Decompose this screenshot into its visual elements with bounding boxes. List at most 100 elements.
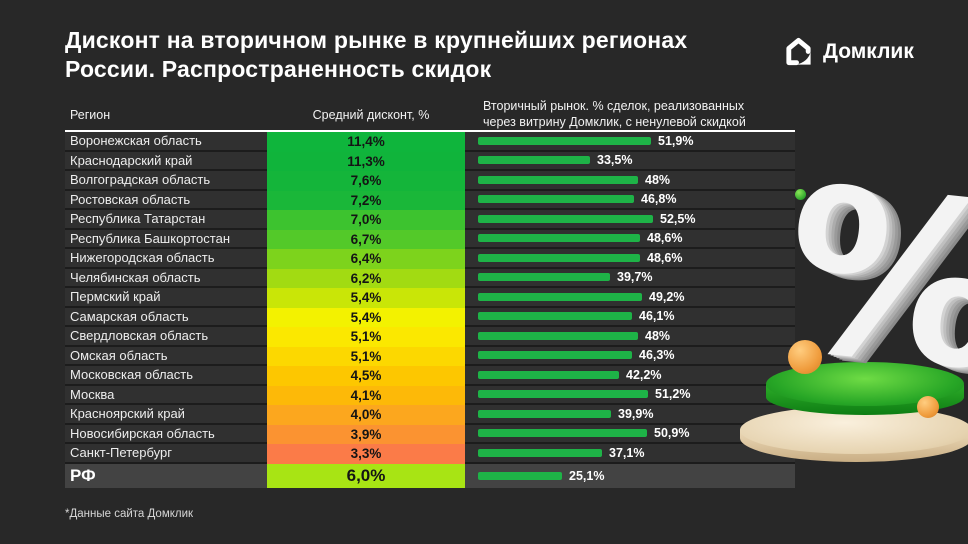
region-name: Самарская область <box>65 307 267 327</box>
share-bar-cell: 51,9% <box>465 132 795 152</box>
share-value-label: 52,5% <box>660 211 696 226</box>
table-row: Республика Татарстан 7,0% 52,5% <box>65 210 795 230</box>
domclick-house-icon <box>786 37 811 66</box>
share-value-label: 48% <box>645 172 671 187</box>
column-header-discount: Средний дисконт, % <box>312 108 430 122</box>
discount-heatmap-cell: 5,1% <box>267 346 465 366</box>
discount-heatmap-cell: 3,9% <box>267 424 465 444</box>
share-value-label: 49,2% <box>649 289 685 304</box>
share-bar-cell: 37,1% <box>465 444 795 464</box>
share-value-label: 33,5% <box>597 153 633 168</box>
share-value-label: 48,6% <box>647 231 683 246</box>
share-bar <box>478 214 653 223</box>
discount-heatmap-cell: 5,1% <box>267 327 465 347</box>
page-title-line2: России. Распространенность скидок <box>65 56 492 82</box>
share-bar-cell: 51,2% <box>465 385 795 405</box>
table-row: Нижегородская область 6,4% 48,6% <box>65 249 795 269</box>
share-bar <box>478 370 619 379</box>
share-bar-cell: 46,1% <box>465 307 795 327</box>
discount-heatmap-cell: 7,0% <box>267 210 465 230</box>
domclick-logo-text: Домклик <box>823 39 914 63</box>
share-value-label: 39,7% <box>617 270 653 285</box>
share-bar-cell: 48,6% <box>465 249 795 269</box>
share-value-label: 48% <box>645 328 671 343</box>
share-value-label: 25,1% <box>569 468 605 483</box>
share-bar-cell: 25,1% <box>465 463 795 488</box>
share-bar-cell: 46,3% <box>465 346 795 366</box>
table-row: Ростовская область 7,2% 46,8% <box>65 190 795 210</box>
region-name: Республика Башкортостан <box>65 229 267 249</box>
share-bar <box>478 429 647 438</box>
share-bar <box>478 331 638 340</box>
discount-heatmap-cell: 6,0% <box>267 463 465 488</box>
table-row: Новосибирская область 3,9% 50,9% <box>65 424 795 444</box>
discount-heatmap-cell: 3,3% <box>267 444 465 464</box>
table-row: Самарская область 5,4% 46,1% <box>65 307 795 327</box>
share-bar <box>478 195 634 204</box>
table-row: РФ 6,0% 25,1% <box>65 463 795 488</box>
share-bar-cell: 50,9% <box>465 424 795 444</box>
green-sphere-small <box>795 189 806 200</box>
share-value-label: 51,9% <box>658 133 694 148</box>
share-bar <box>478 234 640 243</box>
podium-green-cylinder-side <box>766 385 964 415</box>
table-row: Московская область 4,5% 42,2% <box>65 366 795 386</box>
table-row: Челябинская область 6,2% 39,7% <box>65 268 795 288</box>
page-title: Дисконт на вторичном рынке в крупнейших … <box>65 26 687 84</box>
discount-heatmap-cell: 4,1% <box>267 385 465 405</box>
column-header-share: Вторичный рынок. % сделок, реализованных… <box>470 92 795 130</box>
discount-heatmap-cell: 6,7% <box>267 229 465 249</box>
table-row: Воронежская область 11,4% 51,9% <box>65 132 795 152</box>
discount-heatmap-cell: 7,2% <box>267 190 465 210</box>
share-bar-cell: 33,5% <box>465 151 795 171</box>
region-name: Челябинская область <box>65 268 267 288</box>
table-row: Краснодарский край 11,3% 33,5% <box>65 151 795 171</box>
table-row: Красноярский край 4,0% 39,9% <box>65 405 795 425</box>
discount-heatmap-cell: 6,4% <box>267 249 465 269</box>
share-value-label: 50,9% <box>654 426 690 441</box>
share-bar-cell: 48% <box>465 171 795 191</box>
table-row: Омская область 5,1% 46,3% <box>65 346 795 366</box>
share-bar <box>478 351 632 360</box>
region-name: Нижегородская область <box>65 249 267 269</box>
share-bar <box>478 471 562 480</box>
region-name: Воронежская область <box>65 132 267 152</box>
share-value-label: 46,1% <box>639 309 675 324</box>
header-divider-line <box>65 130 795 132</box>
discount-heatmap-cell: 5,4% <box>267 288 465 308</box>
region-name: Новосибирская область <box>65 424 267 444</box>
region-name: Красноярский край <box>65 405 267 425</box>
share-value-label: 42,2% <box>626 367 662 382</box>
share-bar <box>478 312 632 321</box>
share-bar <box>478 156 590 165</box>
podium-green-cylinder-top <box>766 362 964 406</box>
share-bar <box>478 273 610 282</box>
region-name: Санкт-Петербург <box>65 444 267 464</box>
column-header-share-line2: через витрину Домклик, с ненулевой скидк… <box>483 115 746 129</box>
table-row: Москва 4,1% 51,2% <box>65 385 795 405</box>
share-bar <box>478 390 648 399</box>
discount-heatmap-cell: 4,5% <box>267 366 465 386</box>
share-bar-cell: 46,8% <box>465 190 795 210</box>
region-name: Москва <box>65 385 267 405</box>
column-header-region: Регион <box>70 108 111 122</box>
share-bar-cell: 48% <box>465 327 795 347</box>
share-bar <box>478 175 638 184</box>
discount-heatmap-cell: 5,4% <box>267 307 465 327</box>
table-header-row: Регион Средний дисконт, % Вторичный рыно… <box>65 92 795 130</box>
share-bar <box>478 136 651 145</box>
share-value-label: 37,1% <box>609 445 645 460</box>
share-bar-cell: 39,9% <box>465 405 795 425</box>
share-bar <box>478 253 640 262</box>
region-name: Московская область <box>65 366 267 386</box>
column-header-share-line1: Вторичный рынок. % сделок, реализованных <box>483 99 745 113</box>
table-row: Волгоградская область 7,6% 48% <box>65 171 795 191</box>
share-bar-cell: 48,6% <box>465 229 795 249</box>
share-value-label: 48,6% <box>647 250 683 265</box>
discount-heatmap-cell: 11,4% <box>267 132 465 152</box>
share-value-label: 39,9% <box>618 406 654 421</box>
domclick-logo: Домклик <box>783 36 914 67</box>
share-bar <box>478 409 611 418</box>
region-name: Омская область <box>65 346 267 366</box>
